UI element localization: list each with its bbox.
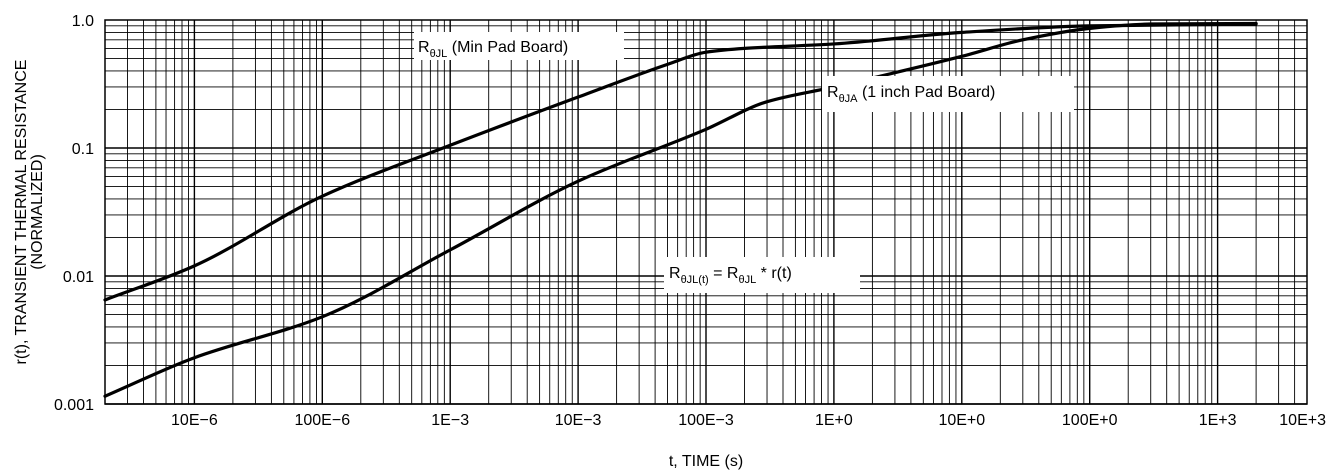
y-tick-label: 1.0 — [72, 13, 94, 30]
svg-text:RθJL (Min Pad Board): RθJL (Min Pad Board) — [418, 39, 568, 60]
grid — [104, 20, 1308, 405]
x-tick-label: 1E−3 — [431, 412, 469, 429]
y-tick-label: 0.001 — [54, 397, 94, 414]
annotation-one-inch-pad: RθJA (1 inch Pad Board) — [822, 76, 1074, 112]
annotation-min-pad: RθJL (Min Pad Board) — [414, 32, 624, 60]
x-tick-label: 100E+0 — [1062, 412, 1118, 429]
x-tick-label: 1E+0 — [815, 412, 853, 429]
x-tick-label: 10E+3 — [1279, 412, 1326, 429]
plot-frame — [104, 19, 1308, 405]
y-axis-title: r(t), TRANSIENT THERMAL RESISTANCE (NORM… — [13, 60, 46, 365]
series-line-one-inch-pad — [103, 21, 1258, 398]
series-line-min-pad — [103, 22, 1258, 302]
x-tick-label: 100E−3 — [678, 412, 734, 429]
annotation-equation: RθJL(t) = RθJL * r(t) — [664, 257, 860, 293]
svg-text:(NORMALIZED): (NORMALIZED) — [29, 154, 46, 270]
y-tick-label: 0.1 — [72, 141, 94, 158]
y-tick-labels: 0.001 0.01 0.1 1.0 — [54, 13, 94, 414]
svg-text:RθJL(t) = RθJL * r(t): RθJL(t) = RθJL * r(t) — [669, 265, 792, 286]
x-axis-title: t, TIME (s) — [669, 453, 743, 470]
svg-text:r(t), TRANSIENT THERMAL RESIST: r(t), TRANSIENT THERMAL RESISTANCE — [13, 60, 30, 365]
curves — [103, 21, 1258, 398]
y-tick-label: 0.01 — [63, 269, 94, 286]
x-tick-labels: 10E−6 100E−6 1E−3 10E−3 100E−3 1E+0 10E+0 100E+… — [171, 412, 1326, 429]
x-tick-label: 100E−6 — [294, 412, 350, 429]
x-tick-label: 10E+0 — [938, 412, 985, 429]
x-tick-label: 10E−3 — [555, 412, 602, 429]
x-tick-label: 10E−6 — [171, 412, 218, 429]
svg-text:RθJA (1 inch Pad Board): RθJA (1 inch Pad Board) — [827, 84, 995, 105]
x-tick-label: 1E+3 — [1199, 412, 1237, 429]
